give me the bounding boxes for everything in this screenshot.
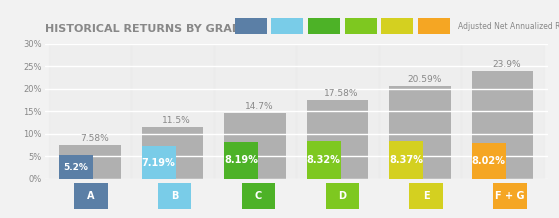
FancyBboxPatch shape — [345, 18, 377, 34]
Text: 7.58%: 7.58% — [80, 134, 108, 143]
Text: A: A — [87, 191, 94, 201]
Bar — [296, 44, 379, 179]
Bar — [306, 100, 368, 179]
Text: 7.19%: 7.19% — [142, 158, 176, 168]
Bar — [472, 143, 505, 179]
FancyBboxPatch shape — [418, 18, 450, 34]
Bar — [131, 44, 214, 179]
Text: C: C — [255, 191, 262, 201]
Text: 5.2%: 5.2% — [64, 163, 88, 172]
Text: 23.9%: 23.9% — [492, 60, 521, 69]
Text: F + G: F + G — [495, 191, 525, 201]
Text: HISTORICAL RETURNS BY GRADE: HISTORICAL RETURNS BY GRADE — [45, 24, 248, 34]
Text: 11.5%: 11.5% — [162, 116, 191, 125]
Text: Adjusted Net Annualized Return: Adjusted Net Annualized Return — [458, 22, 559, 31]
Bar — [389, 141, 423, 179]
Text: 8.32%: 8.32% — [307, 155, 340, 165]
Bar — [141, 127, 203, 179]
Bar — [379, 44, 461, 179]
FancyBboxPatch shape — [308, 18, 340, 34]
Text: 8.19%: 8.19% — [224, 155, 258, 165]
Text: B: B — [171, 191, 178, 201]
Text: 17.58%: 17.58% — [324, 89, 359, 98]
Text: 8.37%: 8.37% — [389, 155, 423, 165]
Text: 14.7%: 14.7% — [245, 102, 273, 111]
Bar — [389, 86, 451, 179]
Bar — [59, 145, 121, 179]
Text: D: D — [338, 191, 347, 201]
Bar — [141, 146, 176, 179]
Bar — [59, 155, 93, 179]
Text: E: E — [423, 191, 429, 201]
Bar — [49, 44, 131, 179]
Text: 8.02%: 8.02% — [472, 156, 505, 166]
Bar — [306, 141, 340, 179]
Bar — [461, 44, 544, 179]
FancyBboxPatch shape — [381, 18, 413, 34]
Bar — [224, 142, 258, 179]
Bar — [472, 71, 533, 179]
Bar — [224, 112, 286, 179]
FancyBboxPatch shape — [272, 18, 304, 34]
Bar — [214, 44, 296, 179]
FancyBboxPatch shape — [235, 18, 267, 34]
Text: 20.59%: 20.59% — [407, 75, 441, 84]
